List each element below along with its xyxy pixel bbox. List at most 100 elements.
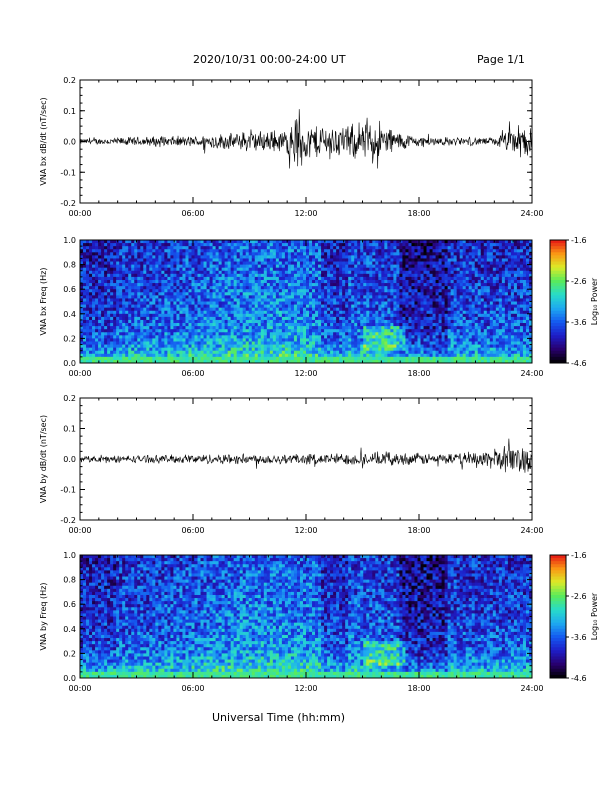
spectrogram-cell: [357, 347, 361, 352]
spectrogram-cell: [272, 350, 277, 355]
spectrogram-cell: [110, 289, 114, 293]
spectrogram-cell: [275, 279, 280, 284]
spectrogram-cell: [309, 252, 313, 256]
spectrogram-cell: [185, 273, 189, 278]
spectrogram-cell: [290, 341, 295, 345]
spectrogram-cell: [107, 353, 111, 358]
spectrogram-cell: [363, 261, 367, 265]
spectrogram-cell: [224, 310, 229, 315]
spectrogram-cell: [435, 326, 439, 330]
spectrogram-cell: [224, 295, 229, 299]
spectrogram-cell: [185, 319, 189, 324]
spectrogram-cell: [158, 319, 162, 324]
spectrogram-cell: [140, 335, 144, 339]
spectrogram-cell: [423, 258, 427, 262]
spectrogram-cell: [369, 304, 373, 309]
spectrogram-cell: [378, 359, 382, 364]
spectrogram-cell: [254, 313, 259, 318]
spectrogram-cell: [354, 273, 358, 278]
spectrogram-cell: [200, 264, 204, 269]
spectrogram-cell: [116, 252, 120, 256]
spectrogram-cell: [315, 301, 319, 305]
spectrogram-cell: [224, 255, 229, 259]
spectrogram-cell: [140, 286, 144, 290]
spectrogram-cell: [296, 261, 301, 265]
spectrogram-cell: [98, 329, 102, 333]
spectrogram-cell: [284, 301, 289, 305]
spectrogram-cell: [83, 270, 87, 275]
spectrogram-cell: [429, 249, 433, 253]
spectrogram-cell: [387, 246, 391, 250]
spectrogram-cell: [236, 301, 241, 305]
spectrogram-cell: [426, 276, 430, 281]
spectrogram-cell: [417, 307, 421, 312]
spectrogram-cell: [423, 307, 427, 312]
spectrogram-cell: [351, 249, 355, 253]
spectrogram-cell: [348, 276, 352, 281]
spectrogram-cell: [101, 289, 105, 293]
spectrogram-cell: [417, 353, 421, 358]
spectrogram-cell: [245, 295, 250, 299]
spectrogram-cell: [381, 270, 385, 275]
spectrogram-cell: [408, 255, 412, 259]
spectrogram-cell: [387, 326, 391, 330]
spectrogram-cell: [372, 270, 376, 275]
spectrogram-cell: [411, 270, 415, 275]
spectrogram-cell: [107, 283, 111, 287]
spectrogram-cell: [179, 292, 183, 296]
spectrogram-cell: [426, 243, 430, 247]
spectrogram-cell: [275, 307, 280, 312]
spectrogram-cell: [363, 332, 367, 336]
spectrogram-cell: [423, 341, 427, 345]
spectrogram-cell: [143, 341, 147, 345]
spectrogram-cell: [426, 279, 430, 284]
spectrogram-cell: [179, 332, 183, 336]
spectrogram-cell: [348, 298, 352, 302]
spectrogram-cell: [390, 350, 394, 355]
spectrogram-cell: [161, 350, 165, 355]
spectrogram-cell: [206, 332, 210, 336]
spectrogram-cell: [185, 258, 189, 262]
spectrogram-cell: [318, 329, 322, 333]
spectrogram-cell: [312, 258, 316, 262]
spectrogram-cell: [284, 359, 289, 364]
spectrogram-cell: [330, 313, 334, 318]
spectrogram-cell: [315, 289, 319, 293]
spectrogram-cell: [309, 267, 313, 272]
spectrogram-cell: [336, 276, 340, 281]
spectrogram-cell: [98, 301, 102, 305]
spectrogram-cell: [290, 243, 295, 247]
spectrogram-cell: [191, 347, 195, 352]
spectrogram-cell: [206, 313, 210, 318]
spectrogram-cell: [426, 249, 430, 253]
spectrogram-cell: [257, 338, 262, 342]
spectrogram-cell: [209, 316, 213, 321]
spectrogram-cell: [245, 335, 250, 339]
spectrogram-cell: [182, 295, 186, 299]
spectrogram-cell: [83, 252, 87, 256]
spectrogram-cell: [281, 295, 286, 299]
spectrogram-cell: [95, 335, 99, 339]
spectrogram-cell: [363, 270, 367, 275]
spectrogram-cell: [281, 301, 286, 305]
spectrogram-cell: [408, 267, 412, 272]
spectrogram-cell: [260, 273, 265, 278]
spectrogram-cell: [378, 240, 382, 244]
spectrogram-cell: [351, 356, 355, 361]
spectrogram-cell: [396, 298, 400, 302]
spectrogram-cell: [435, 323, 439, 327]
spectrogram-cell: [275, 264, 280, 269]
spectrogram-cell: [206, 255, 210, 259]
spectrogram-cell: [161, 298, 165, 302]
spectrogram-cell: [348, 323, 352, 327]
spectrogram-cell: [155, 292, 159, 296]
spectrogram-cell: [230, 341, 235, 345]
spectrogram-cell: [402, 338, 406, 342]
spectrogram-cell: [251, 258, 256, 262]
spectrogram-cell: [284, 267, 289, 272]
spectrogram-cell: [309, 283, 313, 287]
spectrogram-cell: [266, 273, 271, 278]
spectrogram-cell: [375, 273, 379, 278]
spectrogram-cell: [296, 344, 301, 349]
spectrogram-cell: [417, 258, 421, 262]
